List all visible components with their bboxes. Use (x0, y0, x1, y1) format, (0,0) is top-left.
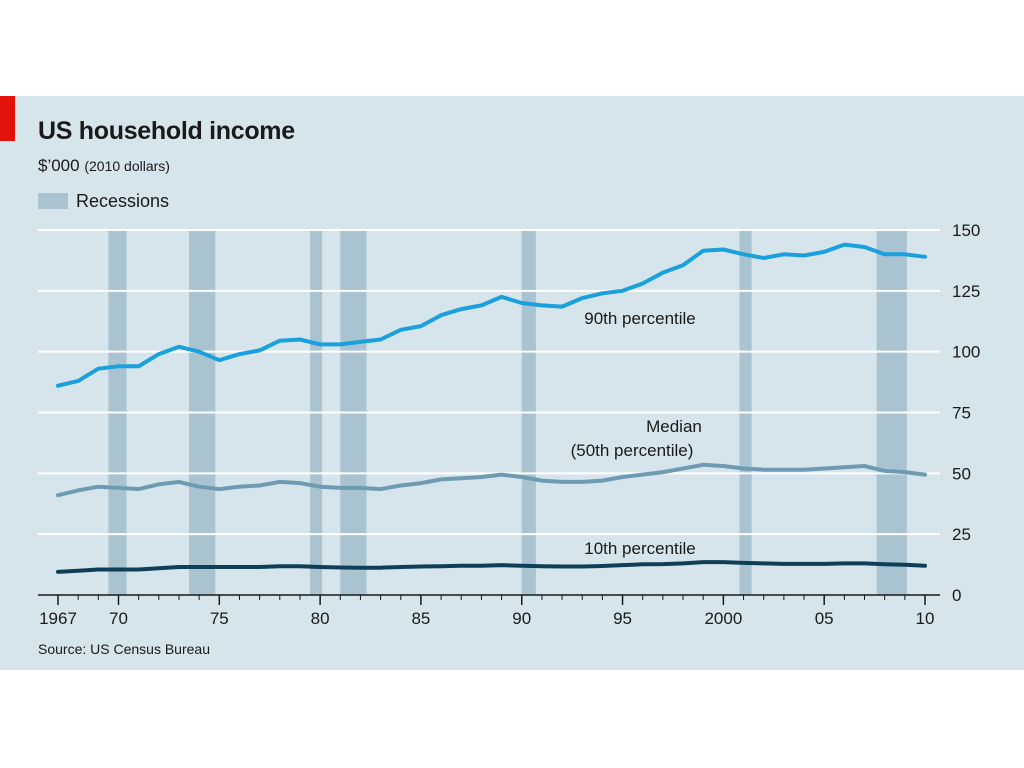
legend-label-recessions: Recessions (76, 190, 170, 211)
chart-subtitle: $’000 (2010 dollars) (38, 156, 170, 176)
series-label-median-line1: Median (646, 417, 702, 436)
y-tick-label-150: 150 (952, 221, 980, 240)
series-label-median-line2: (50th percentile) (571, 441, 694, 460)
series-label-10th-percentile: 10th percentile (584, 539, 696, 558)
y-tick-label-50: 50 (952, 464, 971, 483)
subtitle-note: (2010 dollars) (84, 158, 170, 174)
y-tick-label-75: 75 (952, 404, 971, 423)
chart-title: US household income (38, 117, 295, 145)
x-tick-label-1967: 1967 (39, 609, 77, 628)
chart-panel (0, 96, 1024, 670)
legend-swatch-recessions (38, 193, 68, 209)
x-tick-label-2010: 10 (916, 609, 935, 628)
series-label-90th-percentile: 90th percentile (584, 309, 696, 328)
x-tick-label-1990: 90 (512, 609, 531, 628)
x-tick-label-2000: 2000 (704, 609, 742, 628)
series-line-10th-percentile (56, 560, 927, 574)
series-line-90th-percentile (56, 242, 927, 388)
x-tick-label-1985: 85 (411, 609, 430, 628)
legend: Recessions (38, 190, 169, 212)
x-tick-label-1980: 80 (311, 609, 330, 628)
brand-accent-tab (0, 96, 15, 141)
y-tick-label-100: 100 (952, 343, 980, 362)
y-tick-label-0: 0 (952, 586, 961, 605)
x-tick-label-1970: 70 (109, 609, 128, 628)
source-note: Source: US Census Bureau (38, 641, 210, 657)
series-line-median (56, 462, 927, 498)
y-tick-label-25: 25 (952, 525, 971, 544)
x-tick-label-1975: 75 (210, 609, 229, 628)
x-tick-label-2005: 05 (815, 609, 834, 628)
x-tick-label-1995: 95 (613, 609, 632, 628)
subtitle-unit: $’000 (38, 156, 80, 175)
y-tick-label-125: 125 (952, 282, 980, 301)
